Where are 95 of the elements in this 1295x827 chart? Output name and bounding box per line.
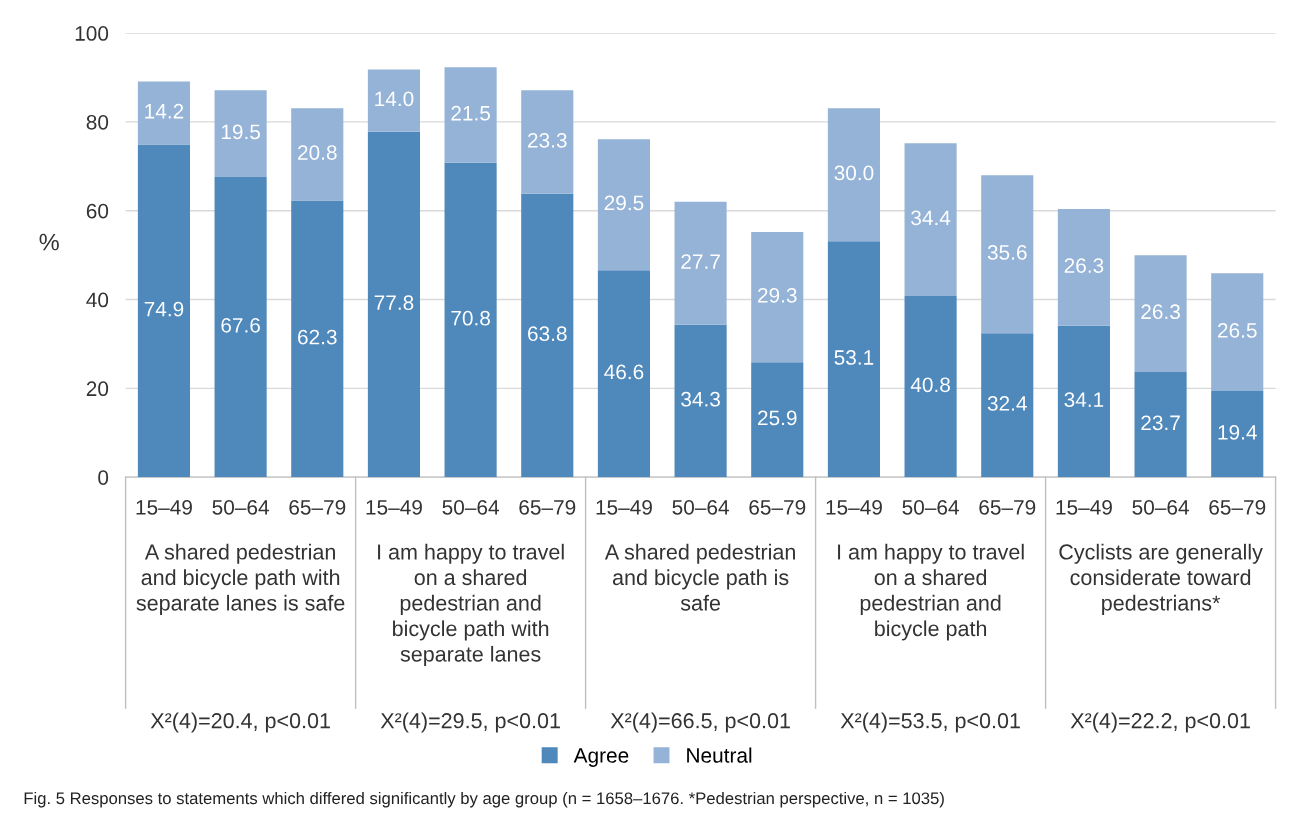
bar bbox=[367, 131, 420, 478]
data-label: 26.5 bbox=[1218, 323, 1257, 338]
text: Cyclists are generally considerate toward pedestrians* bbox=[1059, 543, 1263, 615]
x-tick-label: 15–49 bbox=[366, 499, 422, 515]
data-label: 21.5 bbox=[451, 105, 491, 121]
bar bbox=[137, 144, 191, 478]
y-tick-label: 40 bbox=[86, 292, 109, 308]
data-label: 19.5 bbox=[221, 124, 261, 140]
text: I am happy to travel on a shared pedestrian and bicycle path with separate lanes bbox=[378, 543, 564, 666]
data-label: 27.7 bbox=[681, 254, 720, 269]
bar bbox=[214, 176, 267, 478]
bar bbox=[827, 108, 880, 242]
bar bbox=[291, 108, 344, 201]
bar bbox=[751, 362, 804, 478]
data-label: 67.6 bbox=[221, 317, 260, 333]
bar bbox=[137, 81, 191, 145]
x-tick-label: 15–49 bbox=[596, 499, 652, 515]
bar bbox=[904, 143, 957, 296]
bar bbox=[367, 69, 420, 132]
bar bbox=[1134, 255, 1187, 372]
text: I am happy to travel on a shared pedestrian and bicycle path bbox=[838, 543, 1024, 641]
bar bbox=[981, 175, 1034, 334]
bar bbox=[444, 162, 497, 478]
bar bbox=[904, 295, 957, 478]
data-label: 77.8 bbox=[374, 295, 414, 311]
data-label: 34.3 bbox=[681, 391, 720, 407]
bar bbox=[981, 333, 1034, 478]
x-tick-label: 15–49 bbox=[826, 499, 882, 515]
x-tick-label: 50–64 bbox=[212, 499, 269, 515]
data-label: 74.9 bbox=[144, 301, 184, 317]
y-axis-title: % bbox=[39, 233, 59, 251]
y-tick-label: 20 bbox=[86, 381, 109, 397]
bar bbox=[521, 193, 574, 478]
x-tick-label: 65–79 bbox=[519, 499, 576, 515]
legend-label: Neutral bbox=[687, 747, 752, 763]
x-tick-label: 50–64 bbox=[442, 499, 499, 515]
data-label: 46.6 bbox=[604, 364, 644, 380]
data-label: 62.3 bbox=[298, 329, 337, 345]
x-tick-label: 50–64 bbox=[902, 499, 959, 515]
data-label: 35.6 bbox=[987, 245, 1027, 260]
bar bbox=[597, 139, 650, 271]
data-label: 19.4 bbox=[1218, 424, 1257, 440]
y-tick-label: 80 bbox=[86, 114, 109, 130]
legend-label: Agree bbox=[573, 748, 629, 767]
bar bbox=[291, 200, 344, 478]
x-tick-label: 50–64 bbox=[672, 499, 729, 515]
text: X²(4)=20.4, p<0.01 bbox=[150, 712, 330, 733]
data-label: 63.8 bbox=[528, 326, 567, 342]
data-label: 34.4 bbox=[911, 210, 951, 226]
x-tick-label: 50–64 bbox=[1132, 499, 1189, 515]
bar bbox=[521, 90, 574, 194]
data-label: 26.3 bbox=[1064, 258, 1104, 273]
bar bbox=[674, 324, 727, 478]
data-label: 32.4 bbox=[987, 396, 1027, 411]
data-label: 23.7 bbox=[1141, 415, 1180, 431]
x-tick-label: 65–79 bbox=[289, 499, 346, 515]
text: X²(4)=22.2, p<0.01 bbox=[1070, 712, 1250, 733]
data-label: 70.8 bbox=[451, 310, 490, 326]
data-label: 29.3 bbox=[758, 287, 797, 303]
bar bbox=[827, 241, 880, 478]
text: A shared pedestrian and bicycle path is safe bbox=[604, 543, 795, 611]
data-label: 20.8 bbox=[298, 145, 337, 160]
text: A shared pedestrian and bicycle path with separate lanes is safe bbox=[136, 543, 345, 615]
data-label: 30.0 bbox=[834, 165, 874, 181]
data-label: 14.2 bbox=[145, 103, 184, 119]
x-tick-label: 15–49 bbox=[1056, 499, 1112, 515]
bar bbox=[1211, 273, 1264, 392]
x-tick-label: 15–49 bbox=[136, 499, 192, 515]
text: X²(4)=66.5, p<0.01 bbox=[610, 712, 790, 733]
bar bbox=[1057, 325, 1110, 478]
bar bbox=[751, 232, 804, 363]
data-label: 53.1 bbox=[834, 350, 874, 365]
data-label: 14.0 bbox=[375, 91, 414, 107]
bar bbox=[1134, 371, 1187, 478]
data-label: 34.1 bbox=[1064, 392, 1104, 408]
bar bbox=[444, 67, 497, 163]
data-label: 29.5 bbox=[604, 195, 644, 211]
text: X²(4)=53.5, p<0.01 bbox=[840, 712, 1020, 733]
x-tick-label: 65–79 bbox=[979, 499, 1036, 515]
bar bbox=[674, 201, 727, 325]
y-tick-label: 100 bbox=[75, 26, 109, 41]
data-label: 40.8 bbox=[910, 377, 950, 393]
caption: Fig. 5 Responses to statements which differed significantly by age group (n = 1658–1676. *Pedestrian perspective, n = 1035) bbox=[24, 791, 944, 808]
bar bbox=[1057, 208, 1110, 326]
y-tick-label: 0 bbox=[98, 470, 109, 485]
x-tick-label: 65–79 bbox=[1209, 499, 1266, 515]
bar bbox=[597, 270, 650, 478]
data-label: 25.9 bbox=[758, 410, 797, 426]
bar bbox=[214, 90, 267, 177]
x-tick-label: 65–79 bbox=[749, 499, 806, 515]
data-label: 23.3 bbox=[528, 132, 567, 148]
data-label: 26.3 bbox=[1141, 304, 1180, 320]
text: X²(4)=29.5, p<0.01 bbox=[380, 712, 560, 733]
bar bbox=[1211, 391, 1264, 478]
y-tick-label: 60 bbox=[86, 203, 109, 219]
